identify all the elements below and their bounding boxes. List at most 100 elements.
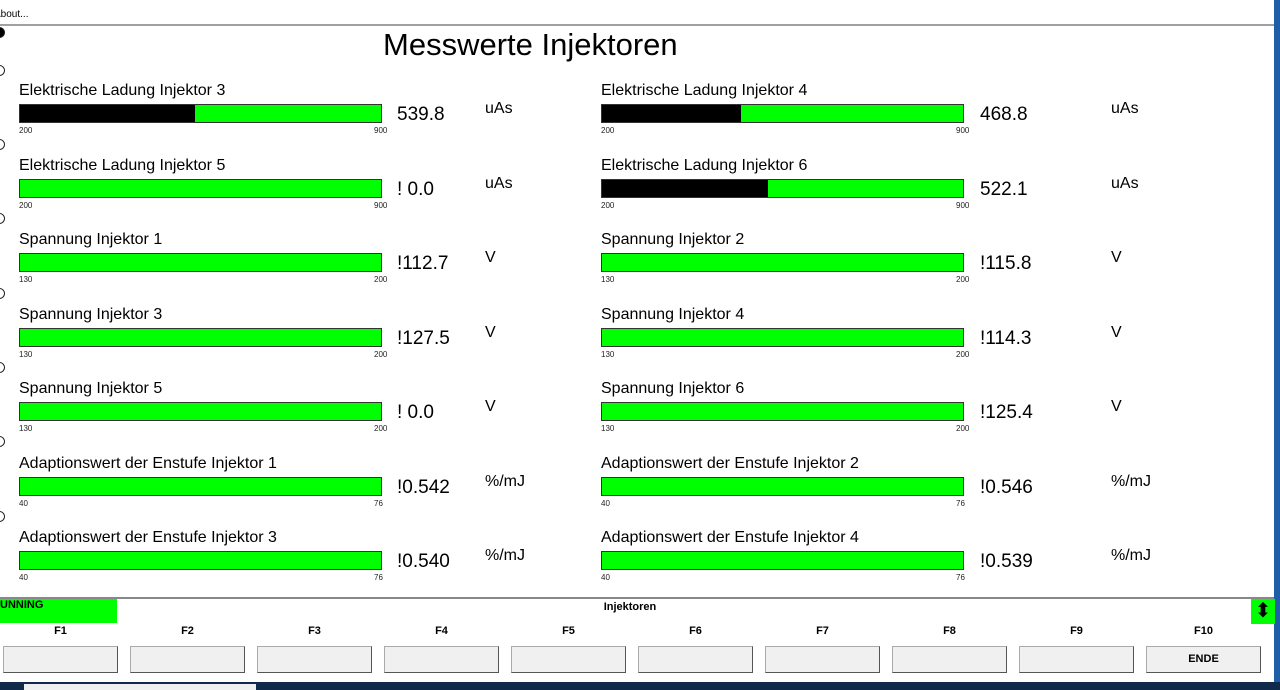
meter-label: Elektrische Ladung Injektor 4 xyxy=(601,82,808,99)
meter-bar xyxy=(601,327,964,347)
fkey-label: F2 xyxy=(181,625,194,637)
meter-label: Adaptionswert der Enstufe Injektor 1 xyxy=(19,454,277,472)
meter-label: Spannung Injektor 3 xyxy=(19,305,163,323)
meter-unit: %/mJ xyxy=(1111,547,1151,564)
meter-value: !125.4 xyxy=(980,402,1033,423)
fkey-label: F4 xyxy=(435,625,448,637)
fkey-label: F10 xyxy=(1194,625,1213,637)
fkey-label: F5 xyxy=(562,625,575,637)
meter-min: 130 xyxy=(601,349,615,359)
page-title: Messwerte Injektoren xyxy=(383,27,678,62)
meter-value: !0.540 xyxy=(397,551,450,572)
meter-unit: V xyxy=(1111,249,1122,266)
meter-min: 40 xyxy=(19,498,28,508)
meter-min: 200 xyxy=(19,126,33,135)
divider xyxy=(0,597,1274,599)
meter-bar xyxy=(19,327,382,347)
meter-min: 200 xyxy=(601,126,615,135)
meter-unit: V xyxy=(1111,323,1122,341)
meter-unit: V xyxy=(485,249,496,266)
fkey-label: F3 xyxy=(308,625,321,637)
meter-value: !0.539 xyxy=(980,551,1033,572)
window-title-bar xyxy=(0,0,1280,8)
meter-bar xyxy=(19,253,382,272)
meter-bar xyxy=(19,402,382,421)
fkey-button-f4[interactable] xyxy=(384,646,499,673)
meter-min: 40 xyxy=(601,498,610,508)
taskbar-search[interactable] xyxy=(24,684,256,690)
meter-bar xyxy=(601,402,964,421)
meter-max: 76 xyxy=(956,498,965,508)
meter-min: 130 xyxy=(601,275,615,284)
meter-max: 76 xyxy=(374,498,383,508)
meter-value: 522.1 xyxy=(980,178,1028,200)
radio-button[interactable] xyxy=(0,288,5,299)
radio-button[interactable] xyxy=(0,436,5,447)
meter-unit: uAs xyxy=(1111,174,1139,192)
meter-max: 900 xyxy=(956,200,970,210)
meter-fill xyxy=(602,179,769,197)
meter-max: 76 xyxy=(374,573,383,582)
meter-unit: V xyxy=(485,398,496,415)
radio-button[interactable] xyxy=(0,65,5,76)
radio-button[interactable] xyxy=(0,139,5,150)
meter-bar xyxy=(601,253,964,272)
meter-bar xyxy=(19,104,382,123)
fkey-label: F7 xyxy=(816,625,829,637)
meter-unit: uAs xyxy=(485,100,513,117)
taskbar xyxy=(0,682,1280,690)
meter-fill xyxy=(602,105,741,122)
meter-min: 40 xyxy=(19,573,28,582)
meter-max: 200 xyxy=(374,275,388,284)
meter-fill xyxy=(20,105,196,122)
fkey-button-f5[interactable] xyxy=(511,646,626,673)
meter-bar xyxy=(601,551,964,570)
meter-label: Spannung Injektor 5 xyxy=(19,380,163,397)
meter-label: Spannung Injektor 2 xyxy=(601,231,745,248)
meter-value: !127.5 xyxy=(397,327,450,349)
meter-min: 130 xyxy=(601,424,615,433)
meter-max: 900 xyxy=(374,200,388,210)
fkey-button-f3[interactable] xyxy=(257,646,372,673)
meter-label: Adaptionswert der Enstufe Injektor 4 xyxy=(601,529,859,546)
fkey-button-f6[interactable] xyxy=(638,646,753,673)
radio-button[interactable] xyxy=(0,511,5,522)
meter-max: 200 xyxy=(956,424,970,433)
menu-about[interactable]: About... xyxy=(0,9,29,20)
meter-min: 130 xyxy=(19,424,33,433)
meter-value: 468.8 xyxy=(980,104,1028,125)
fkey-button-f2[interactable] xyxy=(130,646,245,673)
meter-min: 130 xyxy=(19,275,33,284)
meter-label: Spannung Injektor 1 xyxy=(19,231,163,248)
fkey-label: F1 xyxy=(54,625,67,637)
meter-max: 76 xyxy=(956,573,965,582)
meter-label: Elektrische Ladung Injektor 3 xyxy=(19,82,226,99)
meter-bar xyxy=(19,476,382,496)
radio-button[interactable] xyxy=(0,362,5,373)
meter-max: 900 xyxy=(374,126,388,135)
meter-label: Adaptionswert der Enstufe Injektor 3 xyxy=(19,529,277,546)
fkey-button-f7[interactable] xyxy=(765,646,880,673)
meter-max: 200 xyxy=(374,424,388,433)
meter-label: Spannung Injektor 6 xyxy=(601,380,745,397)
fkey-button-f9[interactable] xyxy=(1019,646,1134,673)
fkey-button-f8[interactable] xyxy=(892,646,1007,673)
meter-max: 200 xyxy=(956,275,970,284)
meter-bar xyxy=(19,178,382,198)
radio-button[interactable] xyxy=(0,27,5,38)
fkey-label: F6 xyxy=(689,625,702,637)
fkey-button-f1[interactable] xyxy=(3,646,118,673)
meter-label: Spannung Injektor 4 xyxy=(601,305,745,323)
meter-bar xyxy=(601,104,964,123)
meter-unit: uAs xyxy=(485,174,513,192)
divider xyxy=(0,24,1274,26)
radio-button[interactable] xyxy=(0,213,5,224)
meter-min: 200 xyxy=(601,200,615,210)
meter-max: 200 xyxy=(374,349,388,359)
scroll-up-down-icon[interactable]: ⬍ xyxy=(1251,599,1275,624)
meter-label: Elektrische Ladung Injektor 6 xyxy=(601,156,808,174)
fkey-button-f10[interactable]: ENDE xyxy=(1146,646,1261,673)
meter-min: 200 xyxy=(19,200,33,210)
meter-bar xyxy=(19,551,382,570)
status-text: UNNING xyxy=(0,599,44,611)
